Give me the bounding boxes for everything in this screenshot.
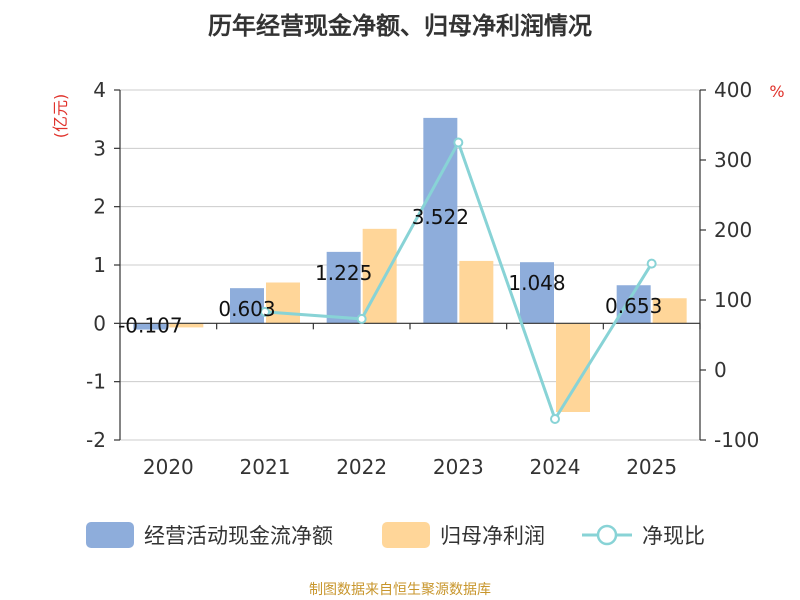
legend-swatch-cashflow [86, 522, 134, 548]
legend-swatch-profit [382, 522, 430, 548]
legend: 经营活动现金流净额 归母净利润 净现比 [86, 522, 705, 548]
left-axis-unit: (亿元) [51, 94, 70, 139]
left-tick-label: 1 [93, 253, 106, 277]
left-tick-label: 0 [93, 311, 106, 335]
chart-title: 历年经营现金净额、归母净利润情况 [208, 12, 592, 40]
cashflow-data-label: 0.603 [218, 297, 275, 321]
right-tick-label: 200 [714, 218, 752, 242]
right-tick-label: -100 [714, 428, 759, 452]
cashflow-data-label: -0.107 [118, 313, 182, 337]
right-axis-unit: % [769, 82, 784, 101]
category-label: 2025 [626, 455, 677, 479]
left-tick-label: 2 [93, 195, 106, 219]
legend-marker-ratio [596, 524, 618, 546]
category-label: 2024 [530, 455, 581, 479]
grid [120, 89, 700, 441]
ratio-point [646, 258, 657, 269]
legend-label-profit: 归母净利润 [440, 524, 545, 548]
ratio-point [550, 414, 560, 424]
left-tick-label: 3 [93, 136, 106, 160]
left-tick-label: 4 [93, 78, 106, 102]
profit-bar [652, 298, 687, 324]
legend-label-cashflow: 经营活动现金流净额 [144, 524, 333, 548]
legend-label-ratio: 净现比 [642, 524, 705, 548]
category-label: 2020 [143, 455, 194, 479]
right-tick-label: 100 [714, 288, 752, 312]
data-labels: -0.107 0.603 1.225 3.522 1.048 0.653 [118, 205, 662, 337]
cashflow-bar [230, 288, 264, 324]
right-tick-label: 300 [714, 148, 752, 172]
left-tick-label: -1 [86, 370, 106, 394]
axes: 4 3 2 1 0 -1 -2 400 300 200 100 0 -100 2020 2021 2022 20… [86, 78, 759, 479]
category-label: 2022 [336, 455, 387, 479]
left-tick-label: -2 [86, 428, 106, 452]
cashflow-bar [133, 323, 168, 330]
cashflow-bar [520, 262, 554, 324]
category-label: 2021 [240, 455, 291, 479]
cashflow-data-label: 0.653 [605, 294, 662, 318]
right-tick-label: 0 [714, 358, 727, 382]
profit-bar [169, 323, 204, 328]
source-note: 制图数据来自恒生聚源数据库 [309, 582, 491, 598]
ratio-line [260, 137, 657, 424]
cashflow-data-label: 1.225 [315, 261, 372, 285]
ratio-point [453, 137, 464, 148]
cashflow-data-label: 1.048 [508, 271, 565, 295]
category-label: 2023 [433, 455, 484, 479]
bars [133, 117, 687, 412]
ratio-point [356, 313, 367, 324]
cashflow-data-label: 3.522 [412, 205, 469, 229]
profit-bar [556, 323, 590, 412]
right-tick-label: 400 [714, 78, 752, 102]
profit-bar [266, 282, 300, 324]
cashflow-bar [326, 251, 361, 324]
profit-bar [459, 260, 494, 324]
ratio-point [260, 306, 270, 317]
